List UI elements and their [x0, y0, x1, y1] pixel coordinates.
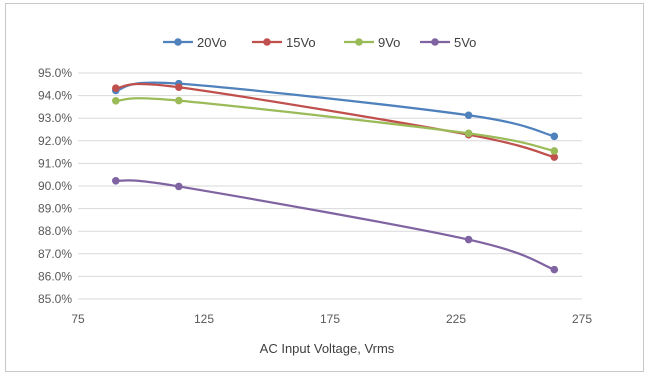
efficiency-line-chart: 85.0% 86.0% 87.0% 88.0% 89.0% 90.0% 91.0% 92.0%… — [38, 35, 592, 356]
series-line-15vo — [115, 82, 555, 159]
x-tick-label: 225 — [446, 312, 466, 326]
axes: 85.0% 86.0% 87.0% 88.0% 89.0% 90.0% 91.0% 92.0%… — [38, 66, 592, 326]
legend-marker-9vo — [355, 38, 363, 46]
data-point-9vo — [112, 96, 120, 105]
x-tick-label: 75 — [71, 312, 85, 326]
y-tick-label: 88.0% — [38, 224, 72, 238]
data-point-9vo — [175, 96, 183, 105]
gridlines — [78, 72, 582, 300]
y-tick-label: 93.0% — [38, 111, 72, 125]
data-point-5vo — [112, 177, 120, 185]
data-point-15vo — [550, 153, 559, 161]
y-tick-label: 86.0% — [38, 269, 72, 283]
series-line-9vo — [115, 97, 555, 153]
x-tick-label: 125 — [194, 312, 214, 326]
data-point-9vo — [464, 129, 473, 138]
chart-frame: 85.0% 86.0% 87.0% 88.0% 89.0% 90.0% 91.0% 92.0%… — [5, 3, 644, 372]
y-tick-label: 91.0% — [38, 156, 72, 170]
data-point-5vo — [175, 182, 183, 191]
data-point-9vo — [550, 147, 559, 155]
series-line-5vo — [115, 179, 555, 271]
data-point-20vo — [550, 132, 559, 141]
x-tick-label: 175 — [320, 312, 340, 326]
y-tick-label: 90.0% — [38, 179, 72, 193]
legend-marker-20vo — [174, 38, 182, 46]
x-axis-title: AC Input Voltage, Vrms — [260, 341, 395, 356]
legend-marker-15vo — [263, 38, 271, 46]
y-tick-label: 95.0% — [38, 66, 72, 80]
y-tick-label: 87.0% — [38, 247, 72, 261]
legend: 20Vo 15Vo 9Vo 5Vo — [163, 35, 476, 50]
data-point-5vo — [464, 235, 473, 244]
data-point-20vo — [464, 111, 473, 120]
legend-label-15vo: 15Vo — [286, 35, 316, 50]
y-tick-label: 92.0% — [38, 134, 72, 148]
legend-label-20vo: 20Vo — [197, 35, 227, 50]
y-tick-label: 94.0% — [38, 89, 72, 103]
series-line-20vo — [115, 81, 555, 138]
legend-marker-5vo — [431, 38, 439, 46]
y-tick-label: 89.0% — [38, 202, 72, 216]
data-point-15vo — [175, 83, 183, 92]
data-point-5vo — [550, 265, 559, 274]
series-lines — [112, 79, 559, 274]
legend-label-9vo: 9Vo — [378, 35, 400, 50]
x-tick-label: 275 — [572, 312, 592, 326]
data-point-15vo — [112, 84, 120, 92]
y-tick-label: 85.0% — [38, 292, 72, 306]
legend-label-5vo: 5Vo — [454, 35, 476, 50]
